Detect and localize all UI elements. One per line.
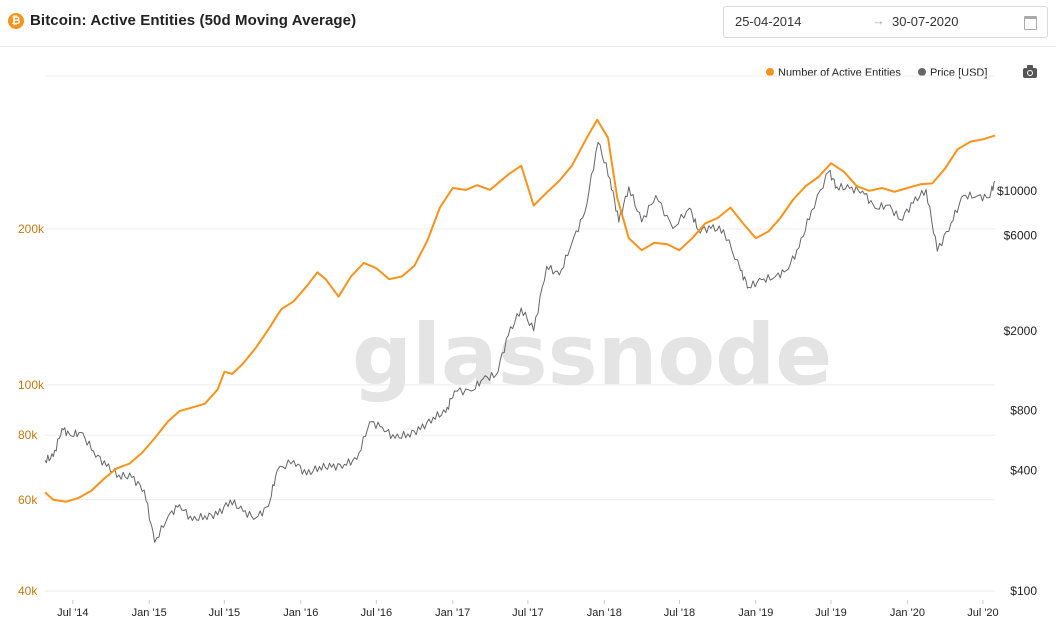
date-from-input[interactable]: 25-04-2014	[735, 14, 802, 29]
watermark: glassnode	[352, 306, 832, 404]
left-tick-label: 200k	[18, 222, 45, 236]
x-tick-label: Jul '15	[209, 607, 240, 619]
x-tick-label: Jul '14	[57, 607, 88, 619]
x-tick-label: Jul '18	[664, 607, 695, 619]
entities-line	[44, 118, 996, 503]
x-axis: Jul '14 Jan '15 Jul '15 Jan '16 Jul '16 Jan '…	[57, 600, 999, 619]
x-tick-label: Jan '15	[132, 607, 167, 619]
x-tick-label: Jan '17	[435, 607, 470, 619]
date-to-input[interactable]: 30-07-2020	[892, 14, 959, 29]
arrow-right-icon: →	[872, 13, 885, 28]
bitcoin-icon: ₿	[8, 13, 24, 29]
x-tick-label: Jan '19	[738, 607, 773, 619]
date-range-picker[interactable]: 25-04-2014 → 30-07-2020	[723, 6, 1048, 38]
right-axis: $10000 $6000 $2000 $800 $400 $100	[997, 184, 1037, 598]
left-tick-label: 100k	[18, 378, 45, 392]
right-tick-label: $2000	[1004, 324, 1038, 338]
legend-dot-price	[917, 68, 926, 76]
right-tick-label: $10000	[997, 184, 1037, 198]
chart-title: Bitcoin: Active Entities (50d Moving Ave…	[30, 12, 357, 29]
right-tick-label: $400	[1010, 464, 1037, 478]
x-tick-label: Jul '16	[361, 607, 392, 619]
x-tick-label: Jan '18	[587, 607, 622, 619]
left-tick-label: 60k	[18, 493, 38, 507]
legend-dot-entities	[766, 68, 774, 76]
x-tick-label: Jan '20	[890, 607, 925, 619]
chart-header: ₿ Bitcoin: Active Entities (50d Moving A…	[0, 0, 1056, 47]
left-tick-label: 80k	[18, 428, 38, 442]
price-line	[44, 141, 996, 543]
left-tick-label: 40k	[18, 584, 38, 598]
camera-icon[interactable]	[1023, 65, 1037, 78]
x-tick-label: Jul '17	[512, 607, 543, 619]
x-tick-label: Jul '20	[967, 607, 998, 619]
x-tick-label: Jan '16	[283, 607, 318, 619]
entities-layer	[44, 118, 996, 503]
right-tick-label: $800	[1010, 403, 1037, 417]
calendar-icon[interactable]	[1024, 16, 1037, 30]
price-layer	[44, 141, 996, 543]
grid-layer	[45, 75, 995, 592]
x-tick-label: Jul '19	[815, 607, 846, 619]
left-axis: 200k 100k 80k 60k 40k	[18, 222, 45, 598]
right-tick-label: $6000	[1004, 228, 1038, 242]
right-tick-label: $100	[1010, 584, 1037, 598]
